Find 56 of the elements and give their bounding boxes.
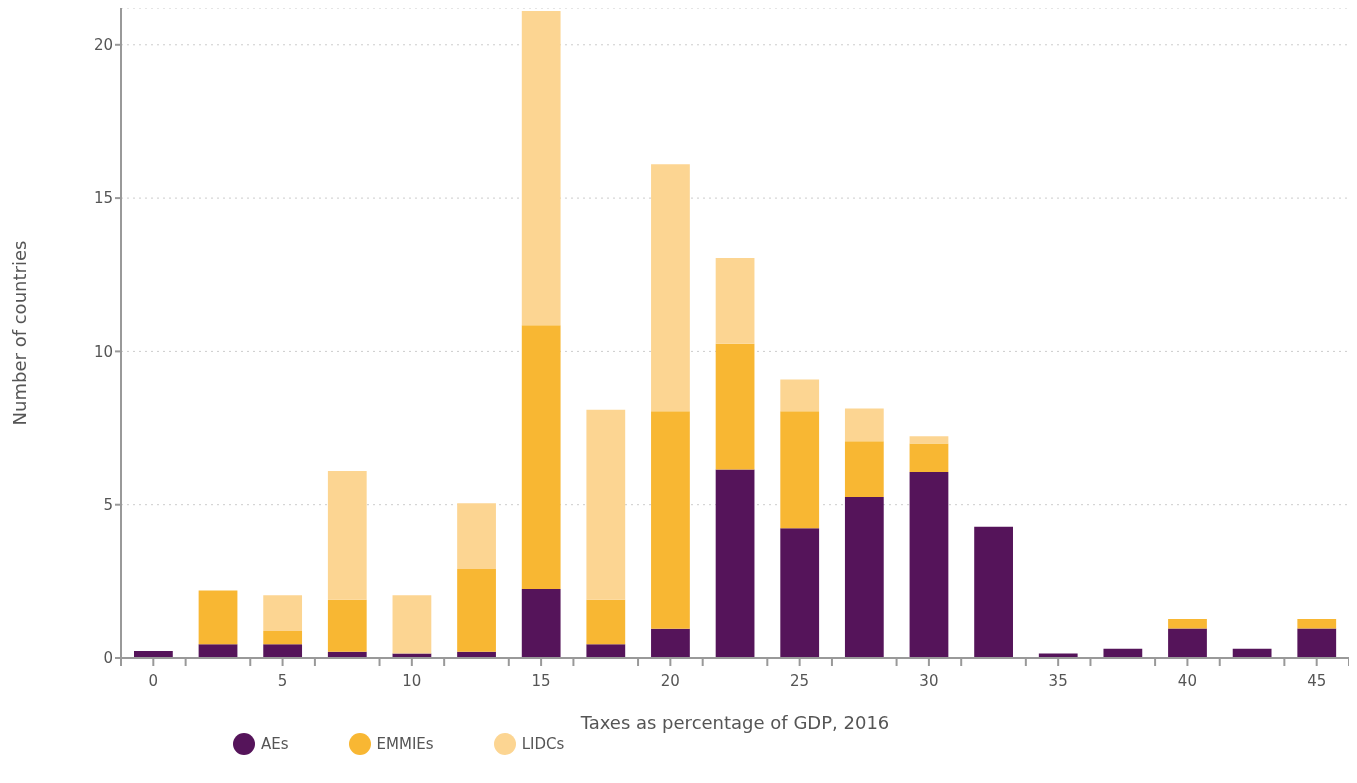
bar bbox=[327, 599, 367, 652]
bar bbox=[198, 644, 238, 658]
bar bbox=[586, 409, 626, 600]
bar bbox=[521, 11, 561, 326]
bar bbox=[263, 631, 303, 645]
y-axis-title: Number of countries bbox=[9, 240, 31, 426]
y-tick-label: 15 bbox=[93, 189, 113, 208]
bar bbox=[909, 443, 949, 472]
bar bbox=[844, 408, 884, 442]
y-tick-label: 10 bbox=[93, 342, 113, 361]
bar bbox=[263, 595, 303, 632]
x-tick-label: 35 bbox=[1048, 672, 1068, 690]
bar bbox=[1168, 619, 1207, 629]
bar bbox=[521, 325, 561, 590]
bar bbox=[586, 599, 626, 645]
bar bbox=[1168, 628, 1207, 658]
y-tick-label: 20 bbox=[93, 36, 113, 55]
bar bbox=[651, 411, 690, 629]
bar bbox=[457, 569, 496, 652]
bar bbox=[392, 595, 432, 654]
bar bbox=[909, 436, 949, 444]
legend-label: AEs bbox=[261, 735, 289, 753]
legend-label: EMMIEs bbox=[376, 735, 434, 753]
bar bbox=[1297, 619, 1337, 629]
bar bbox=[844, 497, 884, 658]
bar bbox=[586, 644, 626, 658]
bar bbox=[263, 644, 303, 658]
bar bbox=[780, 379, 820, 412]
bar bbox=[651, 164, 690, 412]
x-tick-label: 10 bbox=[402, 672, 422, 690]
x-tick-label: 0 bbox=[148, 672, 159, 690]
bar bbox=[844, 441, 884, 498]
y-tick-label: 5 bbox=[103, 496, 113, 515]
bar bbox=[780, 411, 820, 529]
bar bbox=[327, 470, 367, 600]
bar bbox=[521, 589, 561, 658]
y-tick-label: 0 bbox=[103, 649, 113, 668]
x-tick-label: 5 bbox=[277, 672, 288, 690]
x-axis-title: Taxes as percentage of GDP, 2016 bbox=[579, 712, 890, 733]
bar bbox=[974, 526, 1013, 658]
bar bbox=[457, 503, 496, 570]
x-tick-label: 40 bbox=[1177, 672, 1197, 690]
bar bbox=[198, 590, 238, 645]
x-tick-label: 45 bbox=[1307, 672, 1327, 690]
legend-label: LIDCs bbox=[521, 735, 565, 753]
bar bbox=[651, 628, 690, 658]
bar bbox=[780, 528, 820, 658]
bar bbox=[715, 257, 755, 344]
bar bbox=[909, 471, 949, 658]
bar bbox=[715, 469, 755, 658]
x-tick-label: 25 bbox=[790, 672, 810, 690]
x-tick-label: 15 bbox=[531, 672, 551, 690]
bar bbox=[1297, 628, 1337, 658]
x-tick-label: 20 bbox=[660, 672, 680, 690]
bar bbox=[715, 343, 755, 470]
x-tick-label: 30 bbox=[919, 672, 939, 690]
